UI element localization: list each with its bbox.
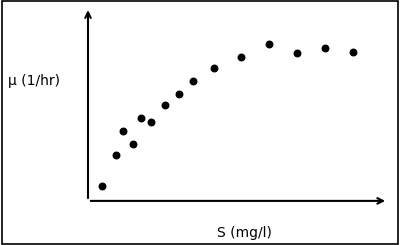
Text: S (mg/l): S (mg/l) [216, 226, 272, 240]
Point [322, 46, 328, 50]
Point [190, 79, 196, 83]
Point [120, 129, 126, 133]
Point [113, 153, 119, 157]
Point [266, 42, 272, 46]
Point [138, 116, 144, 120]
Point [238, 55, 245, 59]
Point [176, 92, 182, 96]
Point [130, 142, 136, 146]
Point [148, 120, 154, 123]
Point [99, 184, 105, 188]
Point [350, 50, 356, 54]
Point [294, 51, 300, 55]
Text: μ (1/hr): μ (1/hr) [8, 74, 60, 88]
Point [210, 66, 217, 70]
Point [162, 103, 168, 107]
